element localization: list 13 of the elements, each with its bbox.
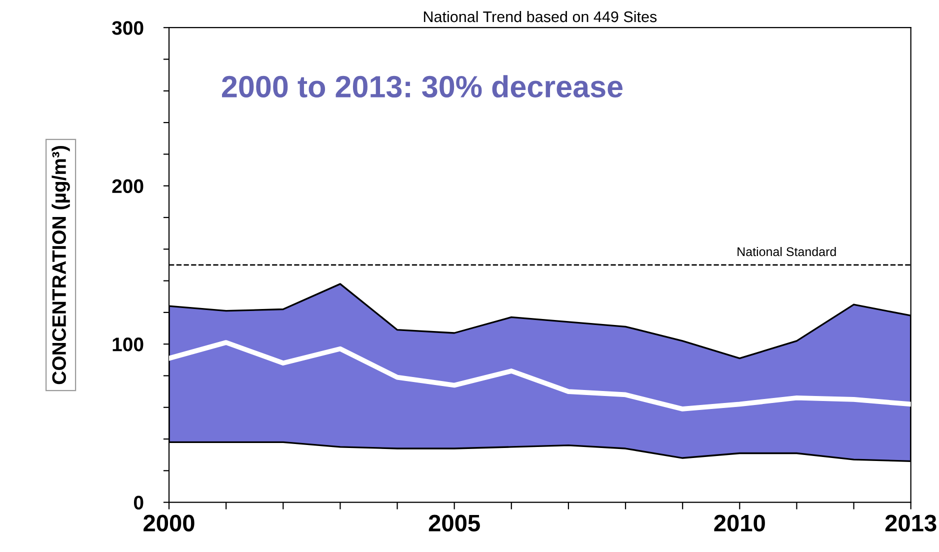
x-tick-label: 2013 (885, 514, 936, 532)
y-tick-label: 200 (112, 179, 144, 194)
y-axis-title: CONCENTRATION (µg/m³) (52, 146, 70, 384)
ref-line-label: National Standard (738, 246, 836, 256)
x-tick-label: 2010 (714, 514, 765, 532)
y-tick-label: 0 (134, 496, 144, 510)
line-series (169, 340, 911, 412)
x-tick-label: 2000 (144, 514, 194, 532)
y-tick-label: 300 (112, 21, 144, 35)
x-tick-label: 2005 (428, 514, 480, 532)
annotation: 2000 to 2013: 30% decrease (222, 75, 622, 98)
chart-title: National Trend based on 449 Sites (424, 10, 657, 22)
y-tick-label: 100 (112, 338, 144, 352)
